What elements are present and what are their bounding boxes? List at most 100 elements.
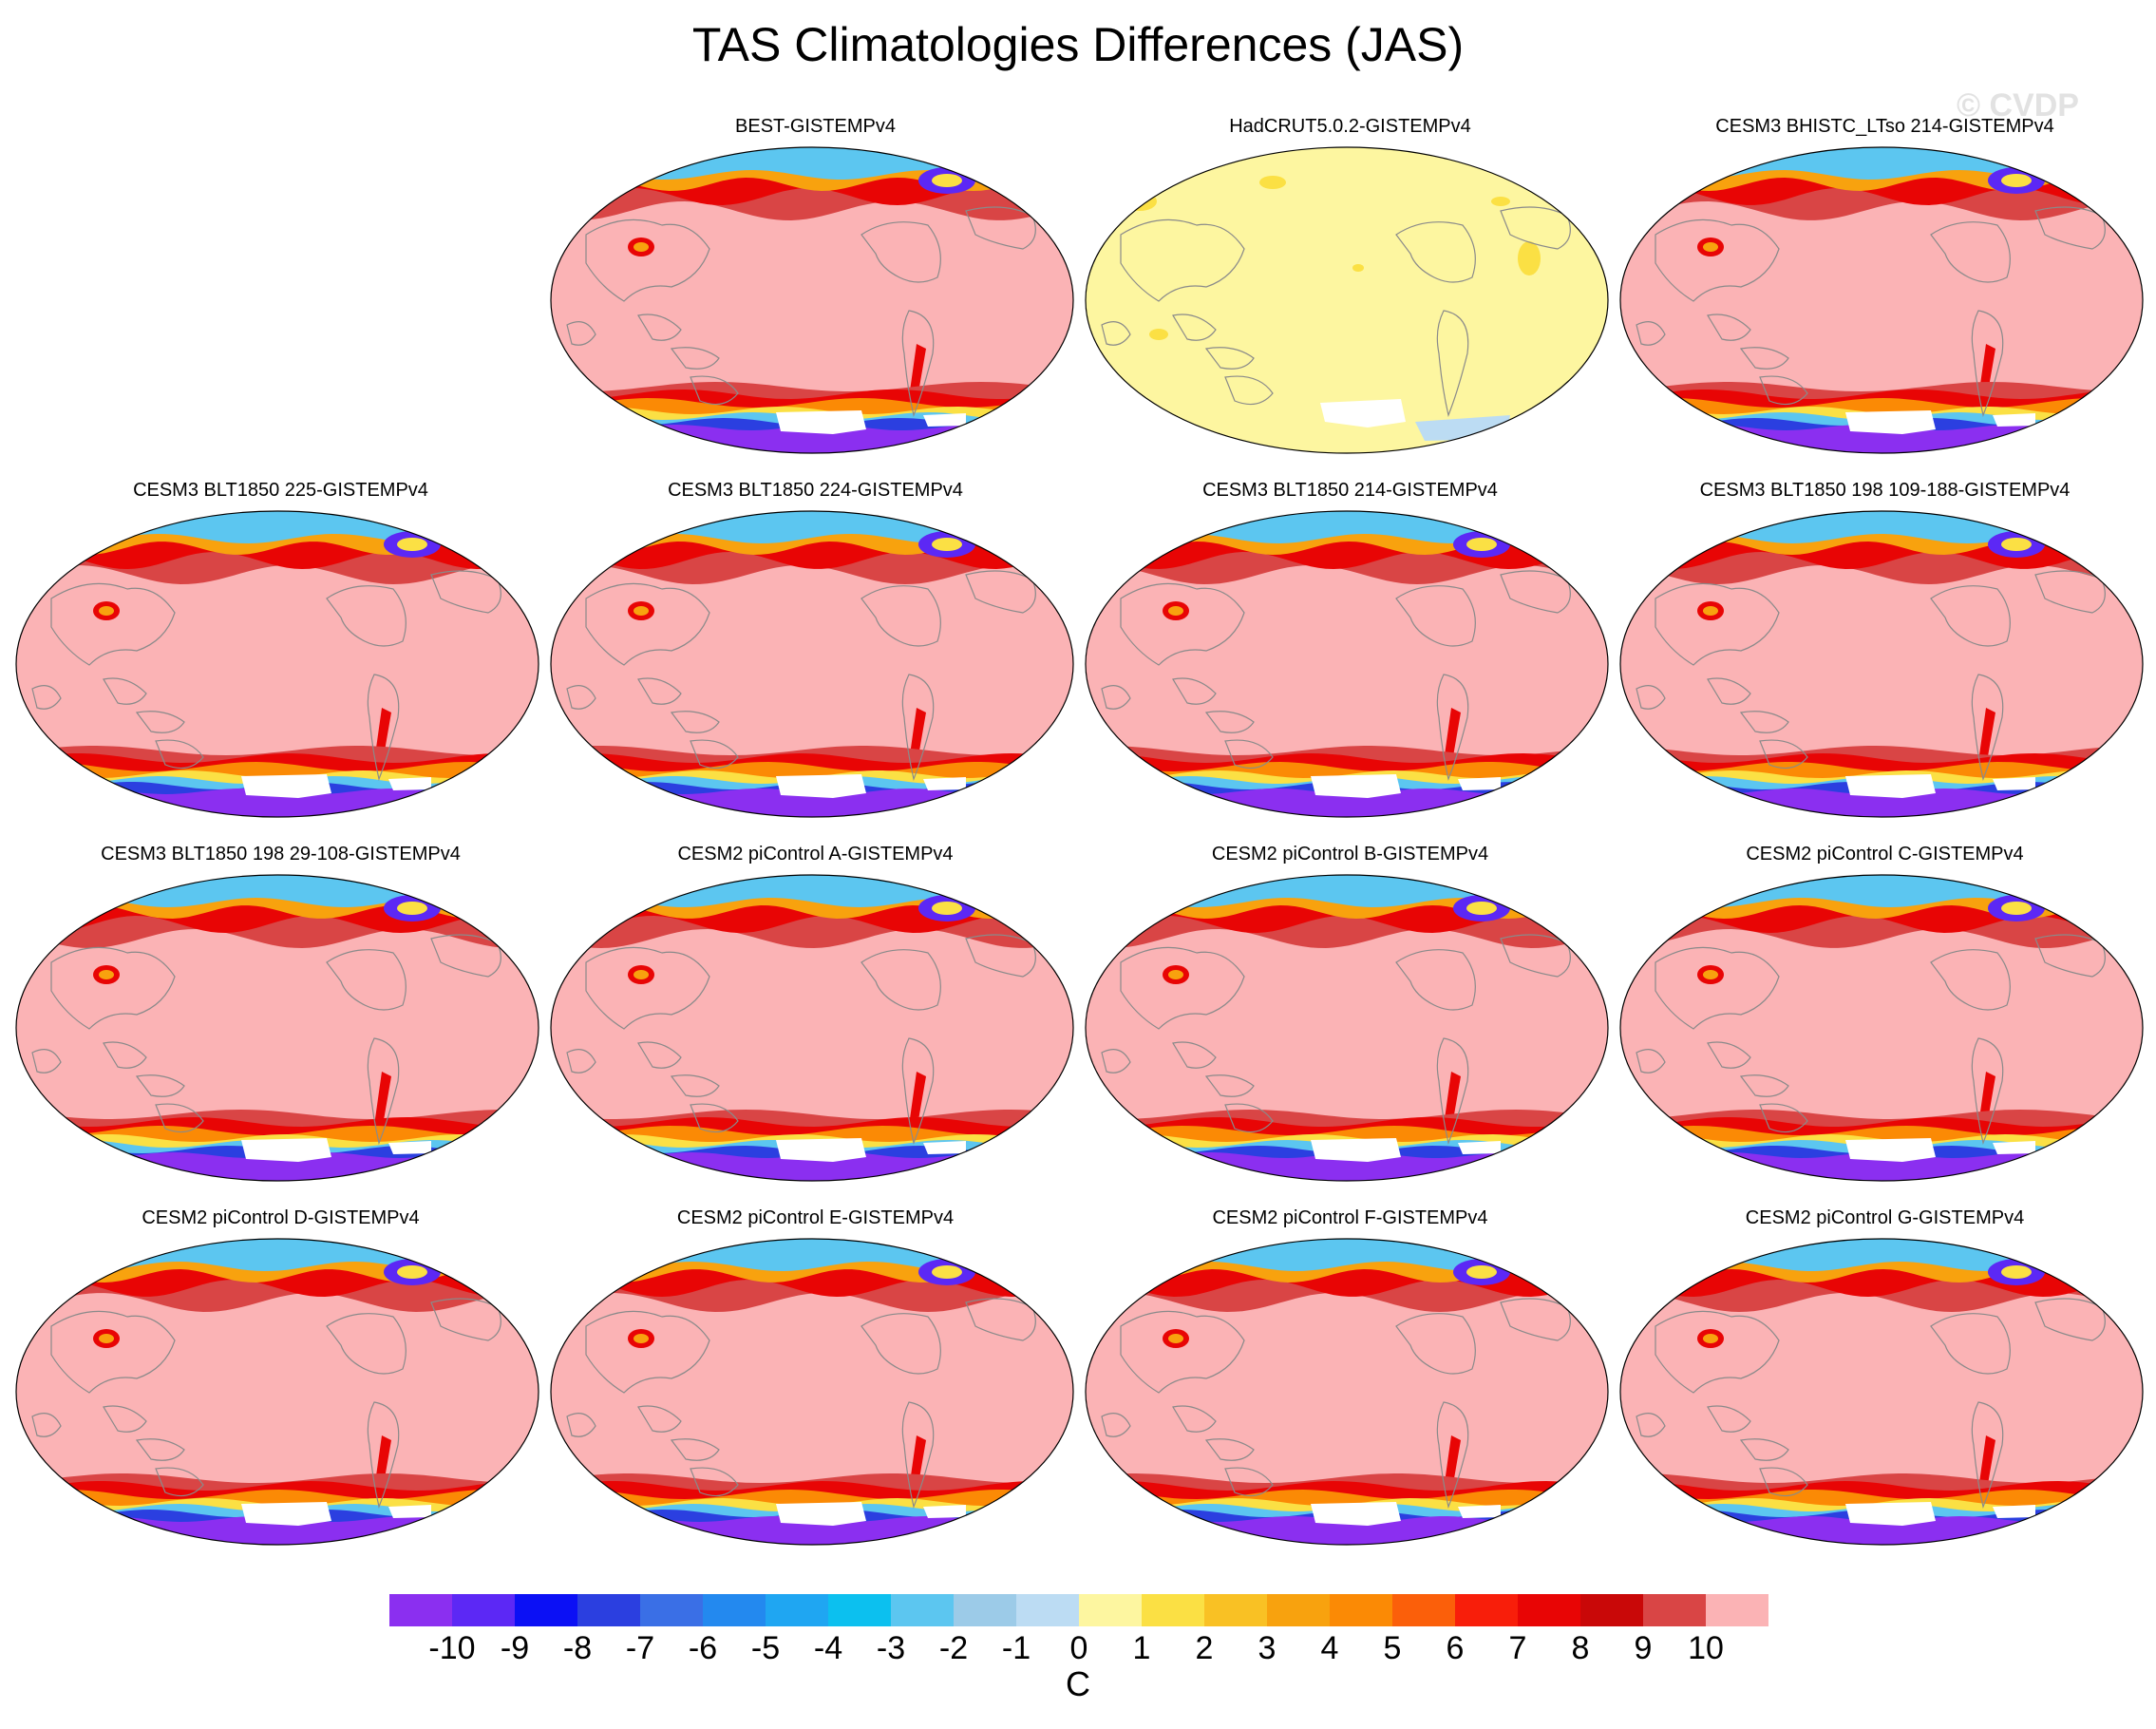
field-patch-tibet-core [634, 242, 649, 252]
coastline [1120, 1310, 1245, 1394]
coastline [155, 1467, 204, 1497]
field-patch-tibet-core [99, 1334, 114, 1343]
map-border [1085, 1238, 1609, 1546]
map-border [550, 874, 1074, 1182]
panel-title: CESM2 piControl C-GISTEMPv4 [1746, 844, 2024, 864]
map-plot [550, 510, 1074, 818]
coastline [367, 1037, 400, 1145]
map-plot [15, 874, 539, 1182]
field-band-north [1086, 875, 1608, 907]
field-patch [1259, 176, 1286, 189]
field-patch-tibet-core [1168, 606, 1183, 616]
colorbar-tick-label: -9 [500, 1630, 530, 1666]
colorbar-swatches [389, 1594, 1768, 1626]
map-field [1086, 511, 1608, 817]
colorbar-tick-label: -4 [813, 1630, 843, 1666]
coastline [861, 1313, 941, 1375]
coastline [1636, 685, 1666, 710]
field-band-north [551, 147, 1073, 180]
colorbar-swatch [1518, 1594, 1581, 1626]
coastline [566, 321, 596, 346]
field-patch [1149, 329, 1168, 340]
colorbar-tick-label: 2 [1195, 1630, 1214, 1666]
coastline [1655, 218, 1780, 302]
coastline [1655, 1310, 1780, 1394]
map-border [550, 510, 1074, 818]
colorbar-tick-label: 3 [1258, 1630, 1277, 1666]
colorbar-tick-label: -10 [428, 1630, 476, 1666]
coastline [965, 1298, 1036, 1341]
coastline [31, 1049, 62, 1074]
field-patch-tibet-core [1703, 1334, 1718, 1343]
coastline [1739, 1074, 1789, 1097]
map-border [1619, 146, 2144, 454]
coastline [1436, 674, 1469, 781]
field-patch-greenland-core [1466, 1265, 1497, 1279]
coastline [566, 1413, 596, 1437]
coastline [1172, 1041, 1217, 1069]
field-missing-data [1845, 774, 1936, 798]
coastline [1500, 570, 1571, 614]
coastline [1120, 582, 1245, 666]
field-missing-data [923, 413, 966, 427]
coastline [1739, 711, 1789, 733]
panel-title: CESM2 piControl F-GISTEMPv4 [1212, 1207, 1488, 1228]
colorbar-swatch [1455, 1594, 1519, 1626]
coastline [2034, 570, 2106, 614]
coastline [1204, 347, 1255, 370]
coastline [585, 582, 710, 666]
field-missing-data [776, 1138, 866, 1162]
field-patch-greenland-core [2001, 538, 2032, 551]
field-patch [1491, 197, 1510, 206]
colorbar-unit: C [1066, 1664, 1090, 1703]
coastline [1655, 946, 1780, 1030]
coastline [1759, 1103, 1808, 1133]
coastline [670, 1438, 720, 1461]
coastline [1204, 711, 1255, 733]
coastline [367, 1401, 400, 1509]
map-plot [1619, 1238, 2144, 1546]
field-missing-data [776, 1502, 866, 1526]
colorbar-tick-label: 8 [1571, 1630, 1590, 1666]
coastline [1636, 321, 1666, 346]
field-patch-tibet-core [99, 970, 114, 979]
colorbar-swatch [828, 1594, 892, 1626]
coastline [1224, 1103, 1274, 1133]
colorbar-tick-label: -8 [562, 1630, 593, 1666]
field-patch-greenland-core [932, 174, 962, 187]
map-field [1620, 875, 2143, 1181]
coastline [1120, 218, 1245, 302]
field-band-north [16, 511, 539, 543]
colorbar-tick-label: -2 [938, 1630, 969, 1666]
coastline [1224, 739, 1274, 770]
colorbar-labels: -10 -9 -8 -7 -6 -5 -4 -3 -2 -1 0 1 2 3 4 5 6 7 8 9 10 [389, 1630, 1768, 1668]
map-border [1619, 510, 2144, 818]
panel-title: CESM3 BHISTC_LTso 214-GISTEMPv4 [1715, 116, 2054, 137]
page-title: TAS Climatologies Differences (JAS) [691, 18, 1465, 71]
coastline [901, 310, 935, 417]
coastline [1172, 677, 1217, 705]
colorbar-swatch [766, 1594, 829, 1626]
map-field [1620, 511, 2143, 817]
coastline [135, 711, 185, 733]
map-plot [550, 1238, 1074, 1546]
field-band-north [1620, 147, 2143, 180]
field-patch-tibet-core [634, 1334, 649, 1343]
map-field [1086, 147, 1608, 453]
colorbar-swatch [1016, 1594, 1080, 1626]
field-missing-data [1311, 1138, 1401, 1162]
panel-title: CESM2 piControl D-GISTEMPv4 [142, 1207, 420, 1228]
field-patch-greenland-core [1466, 538, 1497, 551]
field-missing-data [388, 1141, 431, 1154]
field-missing-data [1845, 1502, 1936, 1526]
colorbar-swatch [515, 1594, 578, 1626]
coastline [1930, 1313, 2011, 1375]
map-field [551, 875, 1073, 1181]
map-border [15, 1238, 539, 1546]
field-missing-data [1320, 399, 1406, 428]
coastline [50, 582, 176, 666]
coastline [1971, 1401, 2004, 1509]
coastline [1739, 347, 1789, 370]
coastline [2034, 934, 2106, 978]
coastline [1120, 946, 1245, 1030]
